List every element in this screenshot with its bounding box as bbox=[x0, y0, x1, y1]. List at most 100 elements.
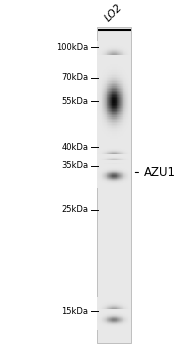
Bar bbox=[125, 126, 126, 128]
Bar bbox=[105, 100, 106, 101]
Bar bbox=[105, 76, 106, 77]
Bar bbox=[120, 57, 121, 58]
Bar bbox=[101, 310, 102, 311]
Bar bbox=[105, 71, 106, 72]
Bar bbox=[124, 57, 125, 58]
Bar bbox=[120, 85, 121, 86]
Bar bbox=[123, 42, 124, 43]
Bar bbox=[101, 43, 102, 44]
Bar bbox=[100, 41, 101, 42]
Bar bbox=[106, 131, 107, 132]
Bar bbox=[123, 95, 124, 97]
Bar bbox=[117, 165, 118, 166]
Bar bbox=[108, 98, 109, 100]
Bar bbox=[99, 56, 100, 57]
Bar bbox=[124, 326, 125, 327]
Bar bbox=[130, 109, 131, 111]
Bar bbox=[122, 69, 123, 70]
Bar bbox=[123, 52, 124, 53]
Bar bbox=[100, 307, 101, 308]
Bar bbox=[114, 78, 115, 80]
Bar bbox=[101, 173, 102, 174]
Bar bbox=[109, 54, 110, 55]
Bar bbox=[119, 321, 120, 322]
Bar bbox=[119, 179, 120, 180]
Bar bbox=[113, 42, 114, 43]
Bar bbox=[101, 106, 102, 108]
Bar bbox=[130, 46, 131, 47]
Bar bbox=[116, 56, 117, 57]
Bar bbox=[106, 142, 107, 143]
Bar bbox=[114, 301, 115, 302]
Bar bbox=[105, 301, 106, 302]
Bar bbox=[127, 179, 128, 180]
Bar bbox=[129, 183, 130, 184]
Bar bbox=[121, 305, 122, 306]
Bar bbox=[109, 52, 110, 53]
Bar bbox=[106, 78, 107, 80]
Bar bbox=[122, 66, 123, 67]
Bar bbox=[124, 65, 125, 66]
Bar bbox=[104, 99, 105, 100]
Bar bbox=[117, 85, 118, 86]
Bar bbox=[113, 119, 114, 120]
Bar bbox=[108, 164, 109, 165]
Bar bbox=[122, 48, 123, 49]
Bar bbox=[113, 106, 114, 108]
Bar bbox=[115, 111, 116, 112]
Bar bbox=[119, 72, 120, 74]
Bar bbox=[103, 74, 104, 75]
Bar bbox=[97, 131, 98, 132]
Bar bbox=[124, 302, 125, 303]
Bar bbox=[127, 94, 128, 95]
Bar bbox=[125, 121, 126, 123]
Bar bbox=[114, 120, 115, 121]
Bar bbox=[101, 78, 102, 80]
Bar bbox=[126, 74, 127, 75]
Bar bbox=[117, 105, 118, 106]
Bar bbox=[119, 96, 120, 97]
Bar bbox=[102, 49, 103, 50]
Bar bbox=[99, 140, 100, 142]
Bar bbox=[128, 186, 129, 187]
Bar bbox=[128, 296, 129, 297]
Bar bbox=[103, 175, 104, 176]
Bar bbox=[104, 312, 105, 313]
Bar bbox=[97, 78, 98, 80]
Bar bbox=[110, 175, 111, 176]
Bar bbox=[105, 98, 106, 99]
Bar bbox=[124, 320, 125, 321]
Bar bbox=[108, 82, 109, 83]
Bar bbox=[126, 95, 127, 96]
Bar bbox=[122, 77, 123, 78]
Bar bbox=[103, 95, 104, 96]
Bar bbox=[127, 74, 128, 75]
Bar bbox=[115, 120, 116, 121]
Bar bbox=[130, 74, 131, 75]
Bar bbox=[129, 137, 130, 139]
Bar bbox=[108, 93, 109, 94]
Bar bbox=[115, 57, 116, 58]
Bar bbox=[100, 108, 101, 109]
Bar bbox=[127, 56, 128, 57]
Bar bbox=[117, 315, 118, 316]
Bar bbox=[98, 126, 99, 128]
Bar bbox=[100, 321, 101, 322]
Bar bbox=[118, 317, 119, 318]
Bar bbox=[122, 303, 123, 304]
Bar bbox=[118, 84, 119, 85]
Bar bbox=[106, 81, 107, 82]
Bar bbox=[113, 183, 114, 184]
Bar bbox=[111, 81, 112, 82]
Bar bbox=[114, 83, 115, 84]
Bar bbox=[123, 64, 124, 65]
Bar bbox=[101, 49, 102, 50]
Bar bbox=[126, 173, 127, 174]
Bar bbox=[106, 83, 107, 84]
Bar bbox=[113, 168, 114, 169]
Bar bbox=[105, 88, 106, 89]
Bar bbox=[129, 106, 130, 108]
Bar bbox=[128, 101, 129, 102]
Bar bbox=[112, 78, 113, 79]
Bar bbox=[126, 305, 127, 306]
